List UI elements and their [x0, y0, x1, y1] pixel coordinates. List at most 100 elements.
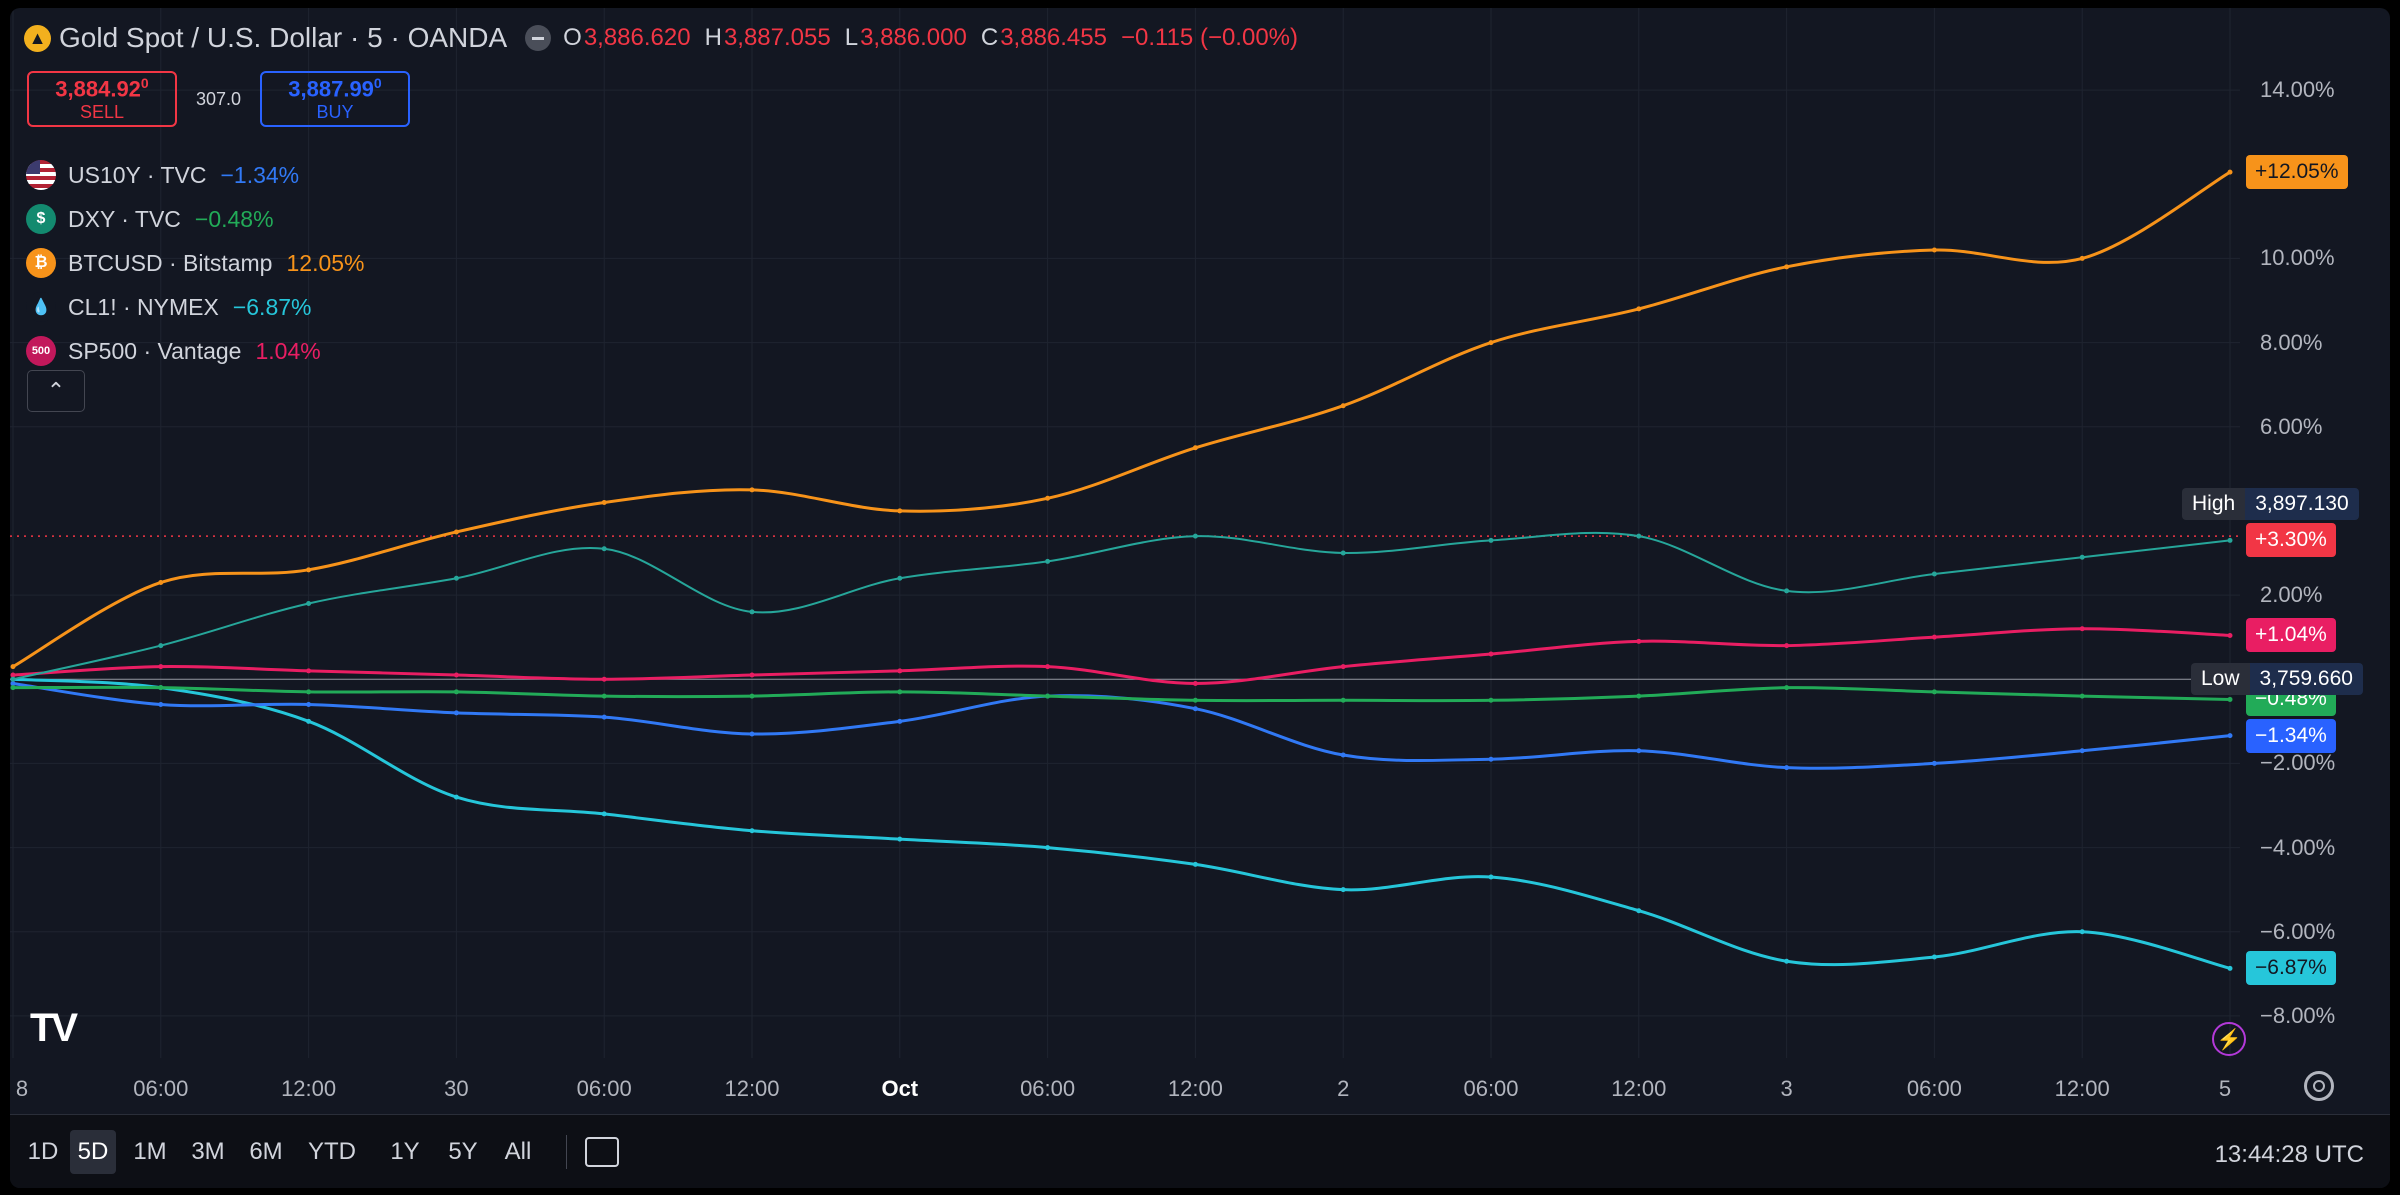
- time-axis-label: 06:00: [1906, 1076, 1962, 1101]
- legend-row[interactable]: ₿ BTCUSD · Bitstamp 12.05%: [26, 241, 365, 285]
- symbol-title[interactable]: Gold Spot / U.S. Dollar · 5 · OANDA: [59, 22, 508, 53]
- chart-plot[interactable]: [10, 8, 2390, 1114]
- oil-drop-icon: 💧: [26, 292, 56, 322]
- tradingview-logo[interactable]: TV: [30, 1006, 78, 1050]
- data-point: [2079, 929, 2085, 935]
- time-axis-label: 12:00: [1611, 1076, 1667, 1101]
- data-point: [749, 731, 755, 737]
- ohlc-values: O3,886.620 H3,887.055 L3,886.000 C3,886.455…: [563, 24, 1312, 52]
- data-point: [1045, 693, 1051, 699]
- timeframe-5d[interactable]: 5D: [70, 1130, 116, 1174]
- time-axis-label: 12:00: [2054, 1076, 2110, 1101]
- data-point: [1784, 588, 1790, 594]
- compare-legend: US10Y · TVC −1.34% $ DXY · TVC −0.48% ₿ BTCUSD…: [26, 153, 365, 373]
- buy-label: BUY: [316, 102, 354, 123]
- data-point: [2227, 537, 2233, 543]
- ohlc-label: H: [704, 24, 722, 51]
- data-point: [306, 718, 312, 724]
- date-range-icon[interactable]: [585, 1137, 619, 1167]
- data-point: [306, 702, 312, 707]
- data-point: [10, 685, 16, 691]
- trade-panel: 3,884.920 SELL 307.0 3,887.990 BUY: [27, 71, 410, 127]
- price-axis-label: −8.00%: [2260, 1002, 2336, 1028]
- data-point: [601, 693, 607, 699]
- data-point: [2079, 255, 2085, 261]
- time-axis-label: Oct: [881, 1076, 919, 1101]
- legend-row[interactable]: 💧 CL1! · NYMEX −6.87%: [26, 285, 365, 329]
- hide-indicator-button[interactable]: [525, 25, 552, 51]
- data-point: [1784, 643, 1790, 649]
- ohlc-change: −0.115 (−0.00%): [1120, 24, 1298, 51]
- data-point: [1636, 908, 1642, 914]
- data-point: [158, 579, 164, 585]
- timeframe-1y[interactable]: 1Y: [390, 1138, 420, 1165]
- data-point: [897, 668, 903, 674]
- time-axis-label: 12:00: [724, 1076, 780, 1101]
- data-point: [897, 689, 903, 695]
- data-point: [1340, 752, 1346, 758]
- price-tag: +3.30%: [2246, 523, 2336, 558]
- collapse-legend-button[interactable]: ⌃: [27, 370, 85, 412]
- data-point: [1931, 247, 1937, 253]
- data-point: [1784, 264, 1790, 270]
- legend-row[interactable]: 500 SP500 · Vantage 1.04%: [26, 329, 365, 373]
- sell-button[interactable]: 3,884.920 SELL: [27, 71, 177, 127]
- buy-price-sup: 0: [373, 74, 382, 91]
- data-point: [601, 676, 607, 682]
- data-point: [1931, 689, 1937, 695]
- data-point: [601, 500, 607, 505]
- data-point: [1340, 697, 1346, 703]
- data-point: [601, 714, 607, 720]
- time-axis-label: 12:00: [1167, 1076, 1223, 1101]
- legend-symbol: CL1! · NYMEX: [68, 293, 219, 320]
- timeframe-1d[interactable]: 1D: [27, 1138, 59, 1165]
- price-axis-label: 10.00%: [2260, 245, 2335, 271]
- data-point: [749, 693, 755, 699]
- legend-value: 1.04%: [255, 337, 321, 364]
- timeframe-all[interactable]: All: [504, 1138, 532, 1165]
- series-line-sp500: [12, 627, 2231, 685]
- data-point: [1931, 634, 1937, 640]
- flash-icon[interactable]: ⚡: [2212, 1022, 2246, 1056]
- timeframe-5y[interactable]: 5Y: [448, 1138, 478, 1165]
- price-axis-label: 2.00%: [2260, 582, 2323, 608]
- time-axis-label: 06:00: [1463, 1076, 1519, 1101]
- data-point: [453, 672, 459, 678]
- data-point: [2227, 965, 2233, 971]
- ohlc-value: 3,886.000: [860, 24, 967, 51]
- symbol-header: ▲ Gold Spot / U.S. Dollar · 5 · OANDA O3…: [24, 22, 1312, 54]
- utc-clock[interactable]: 13:44:28 UTC: [2214, 1141, 2364, 1168]
- legend-symbol: DXY · TVC: [68, 205, 181, 232]
- flag-canton: [26, 160, 40, 174]
- timeframe-3m[interactable]: 3M: [191, 1138, 225, 1165]
- timeframe-6m[interactable]: 6M: [249, 1138, 283, 1165]
- legend-value: −0.48%: [194, 205, 274, 232]
- ohlc-label: O: [563, 24, 582, 51]
- price-axis-label: 6.00%: [2260, 413, 2323, 439]
- gold-icon[interactable]: ▲: [24, 24, 51, 52]
- legend-row[interactable]: $ DXY · TVC −0.48%: [26, 197, 365, 241]
- data-point: [1192, 706, 1198, 712]
- legend-symbol: BTCUSD · Bitstamp: [68, 249, 273, 276]
- data-point: [1045, 664, 1051, 670]
- data-point: [1636, 306, 1642, 312]
- data-point: [1636, 748, 1642, 754]
- legend-row[interactable]: US10Y · TVC −1.34%: [26, 153, 365, 197]
- high-label: High: [2182, 488, 2246, 521]
- series-line-gold: [12, 531, 2231, 681]
- high-marker: High 3,897.130: [2182, 488, 2359, 521]
- timeframe-ytd[interactable]: YTD: [308, 1138, 356, 1165]
- sell-label: SELL: [79, 102, 125, 123]
- buy-button[interactable]: 3,887.990 BUY: [260, 71, 410, 127]
- data-point: [306, 567, 312, 573]
- ohlc-value: 3,887.055: [723, 24, 831, 51]
- data-point: [1045, 558, 1051, 564]
- data-point: [453, 689, 459, 695]
- data-point: [2227, 696, 2233, 702]
- data-point: [2079, 748, 2085, 754]
- time-axis-label: 30: [444, 1076, 469, 1101]
- time-axis-label: 8: [15, 1076, 29, 1101]
- buy-price: 3,887.99: [288, 76, 374, 102]
- timeframe-1m[interactable]: 1M: [133, 1138, 167, 1165]
- axis-settings-icon[interactable]: [2304, 1071, 2334, 1101]
